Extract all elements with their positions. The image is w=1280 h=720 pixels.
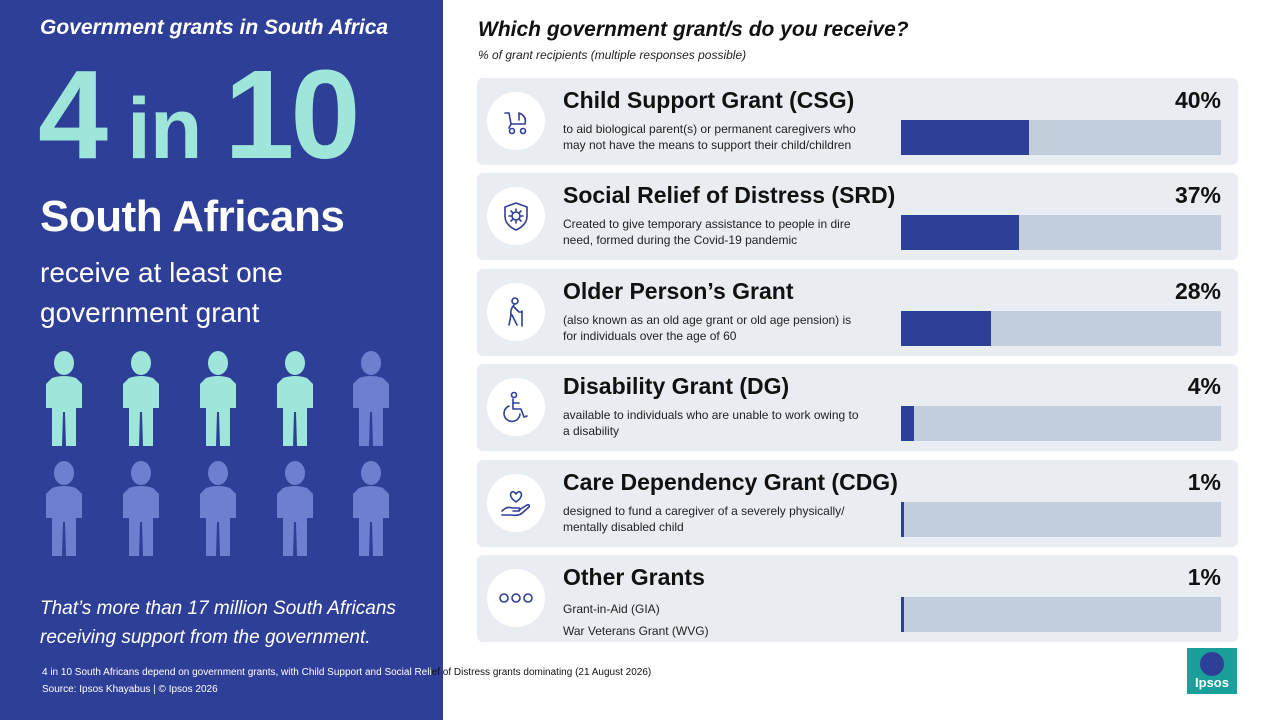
value-label: 37% [1174,182,1221,208]
grant-description-line: available to individuals who are unable … [563,408,859,422]
question-subtitle: % of grant recipients (multiple response… [478,48,747,62]
headline: South Africans [40,192,345,241]
grant-description: available to individuals who are unable … [563,407,893,439]
more-text-2: receiving support from the government. [40,627,371,648]
subline-2: government grant [40,297,260,328]
grant-description-line: Created to give temporary assistance to … [563,217,851,231]
bar [901,120,1029,155]
grant-title: Care Dependency Grant (CDG) [563,469,898,495]
heart-hand-icon [487,474,545,532]
person-icon [198,350,238,446]
virus-shield-icon [487,187,545,245]
subline: receive at least one government grant [40,253,420,333]
big-number-mid: in [104,81,225,177]
value-label: 40% [1174,87,1221,113]
grant-description-line: War Veterans Grant (WVG) [563,624,709,638]
person-icon [275,350,315,446]
grant-description-line: a disability [563,424,620,438]
grant-description: designed to fund a caregiver of a severe… [563,503,893,535]
value-label: 1% [1187,564,1221,590]
grant-title: Disability Grant (DG) [563,373,790,399]
panel-kicker: Government grants in South Africa [40,16,389,39]
grant-description-line: designed to fund a caregiver of a severe… [563,504,845,518]
wheelchair-icon [487,378,545,436]
logo-text: Ipsos [1195,675,1229,690]
person-icon [198,460,238,556]
grant-title: Child Support Grant (CSG) [563,87,855,113]
value-label: 4% [1187,373,1221,399]
bar-track [901,406,1221,441]
bar-track [901,120,1221,155]
bar [901,406,914,441]
big-number-b: 10 [224,44,360,185]
grant-card: Care Dependency Grant (CDG) designed to f… [477,460,1238,547]
bar-track [901,215,1221,250]
big-number: 4 in 10 [38,52,360,178]
person-icon [44,350,84,446]
grant-description-line: mentally disabled child [563,520,684,534]
elderly-cane-icon [487,283,545,341]
person-icon [351,460,391,556]
more-text: That’s more than 17 million South Africa… [40,594,435,652]
grant-description: Created to give temporary assistance to … [563,216,893,248]
person-icon [121,350,161,446]
grant-description-line: may not have the means to support their … [563,138,852,152]
bar-track [901,502,1221,537]
grant-description: (also known as an old age grant or old a… [563,312,893,344]
subline-1: receive at least one [40,257,283,288]
grant-title: Older Person’s Grant [563,278,794,304]
bar [901,215,1019,250]
grant-card: Other Grants Grant-in-Aid (GIA) War Vetera… [477,555,1238,642]
footnote: 4 in 10 South Africans depend on governm… [42,667,651,678]
grant-description: to aid biological parent(s) or permanent… [563,121,893,153]
person-icon [275,460,315,556]
grant-title: Social Relief of Distress (SRD) [563,182,896,208]
grant-description: Grant-in-Aid (GIA) War Veterans Grant (WV… [563,598,893,642]
bar-track [901,597,1221,632]
big-number-a: 4 [38,44,108,185]
logo-mark-icon [1200,652,1224,676]
footnote-a: 4 in 10 South Africans depend on governm… [42,667,432,678]
grant-card: Older Person’s Grant (also known as an ol… [477,269,1238,356]
value-label: 1% [1187,469,1221,495]
bar [901,311,991,346]
grant-title: Other Grants [563,564,705,590]
ipsos-logo: Ipsos [1187,648,1237,694]
grant-description-line: for individuals over the age of 60 [563,329,737,343]
bar-track [901,311,1221,346]
left-panel: Government grants in South Africa 4 in 1… [0,0,443,720]
source-note: Source: Ipsos Khayabus | © Ipsos 2026 [42,684,218,695]
footnote-b: ef of Distress grants dominating (21 Aug… [431,667,652,678]
stroller-icon [487,92,545,150]
grant-description-line: to aid biological parent(s) or permanent… [563,122,856,136]
value-label: 28% [1174,278,1221,304]
bar [901,597,904,632]
bar [901,502,904,537]
person-icon [121,460,161,556]
grant-description-line: Grant-in-Aid (GIA) [563,602,660,616]
ellipsis-icon [487,569,545,627]
question-title: Which government grant/s do you receive? [478,18,909,41]
person-icon [351,350,391,446]
more-text-1: That’s more than 17 million South Africa… [40,598,396,619]
person-icon [44,460,84,556]
grant-card: Social Relief of Distress (SRD) Created t… [477,173,1238,260]
grant-card: Disability Grant (DG) available to indivi… [477,364,1238,451]
grant-card: Child Support Grant (CSG) to aid biologic… [477,78,1238,165]
grant-description-line: (also known as an old age grant or old a… [563,313,852,327]
grant-description-line: need, formed during the Covid-19 pandemi… [563,233,798,247]
